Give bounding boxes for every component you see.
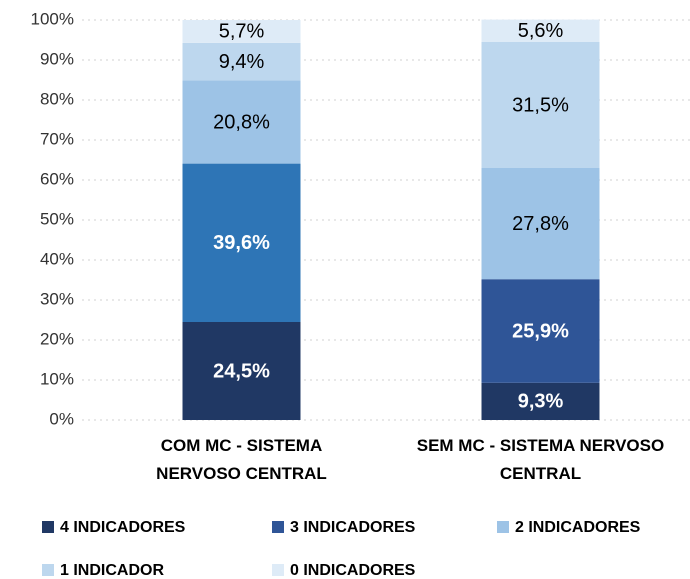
legend-swatch (497, 521, 509, 533)
legend-label: 2 INDICADORES (515, 519, 641, 536)
value-label: 31,5% (512, 94, 569, 116)
bar-segment (182, 322, 301, 420)
bar-segment (481, 382, 600, 420)
x-tick-label: SEM MC - SISTEMA NERVOSO CENTRAL (416, 436, 665, 483)
x-tick-label: COM MC - SISTEMA NERVOSO CENTRAL (156, 436, 327, 483)
legend-label: 4 INDICADORES (60, 519, 186, 536)
y-tick-label: 10% (40, 369, 74, 388)
legend-label: 1 INDICADOR (60, 562, 164, 579)
value-label: 9,3% (518, 391, 564, 413)
value-label: 5,6% (518, 20, 564, 42)
value-label: 9,4% (219, 51, 265, 73)
legend-swatch (272, 564, 284, 576)
bar-segment (182, 42, 301, 81)
y-tick-label: 80% (40, 89, 74, 108)
value-label: 5,7% (219, 21, 265, 43)
legend-swatch (42, 564, 54, 576)
legend-label: 0 INDICADORES (290, 562, 416, 579)
y-tick-label: 0% (49, 409, 74, 428)
value-label: 39,6% (213, 232, 270, 254)
y-tick-label: 20% (40, 329, 74, 348)
legend-swatch (272, 521, 284, 533)
y-tick-label: 40% (40, 249, 74, 268)
value-label: 24,5% (213, 360, 270, 382)
legend-label: 3 INDICADORES (290, 519, 416, 536)
y-tick-label: 90% (40, 49, 74, 68)
bar-segment (481, 168, 600, 280)
bar-segment (481, 19, 600, 42)
bar-segment (182, 20, 301, 43)
y-tick-label: 50% (40, 209, 74, 228)
value-label: 27,8% (512, 213, 569, 235)
bar-segment (182, 80, 301, 164)
bar-segment (481, 279, 600, 383)
y-tick-label: 30% (40, 289, 74, 308)
legend-swatch (42, 521, 54, 533)
bar-segment (481, 42, 600, 168)
bar-segment (182, 163, 301, 322)
y-tick-label: 100% (31, 9, 74, 28)
y-tick-label: 70% (40, 129, 74, 148)
value-label: 25,9% (512, 320, 569, 342)
y-tick-label: 60% (40, 169, 74, 188)
value-label: 20,8% (213, 111, 270, 133)
